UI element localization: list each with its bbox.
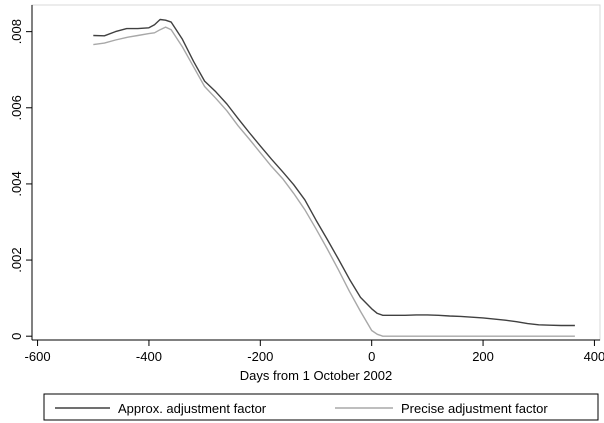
x-tick-label: -600	[25, 349, 51, 364]
x-axis-title: Days from 1 October 2002	[240, 368, 392, 383]
y-axis-ticks: 0 .002 .004 .006 .008	[9, 19, 32, 340]
x-tick-label: -400	[136, 349, 162, 364]
series-layer	[93, 18, 575, 337]
x-axis-ticks: -600 -400 -200 0 200 400	[25, 340, 604, 364]
y-tick-label: .002	[9, 247, 24, 272]
legend-box	[43, 393, 599, 421]
x-tick-label: 0	[368, 349, 375, 364]
series-line-1	[93, 26, 575, 337]
y-tick-label: .004	[9, 171, 24, 196]
y-tick-label: 0	[9, 333, 24, 340]
y-tick-label: .008	[9, 19, 24, 44]
y-tick-label: .006	[9, 95, 24, 120]
series-line-0	[93, 18, 575, 327]
legend: Approx. adjustment factor Precise adjust…	[43, 393, 599, 421]
x-tick-label: 200	[472, 349, 494, 364]
legend-label-approx: Approx. adjustment factor	[118, 401, 267, 416]
legend-label-precise: Precise adjustment factor	[401, 401, 548, 416]
x-tick-label: -200	[247, 349, 273, 364]
x-tick-label: 400	[584, 349, 604, 364]
